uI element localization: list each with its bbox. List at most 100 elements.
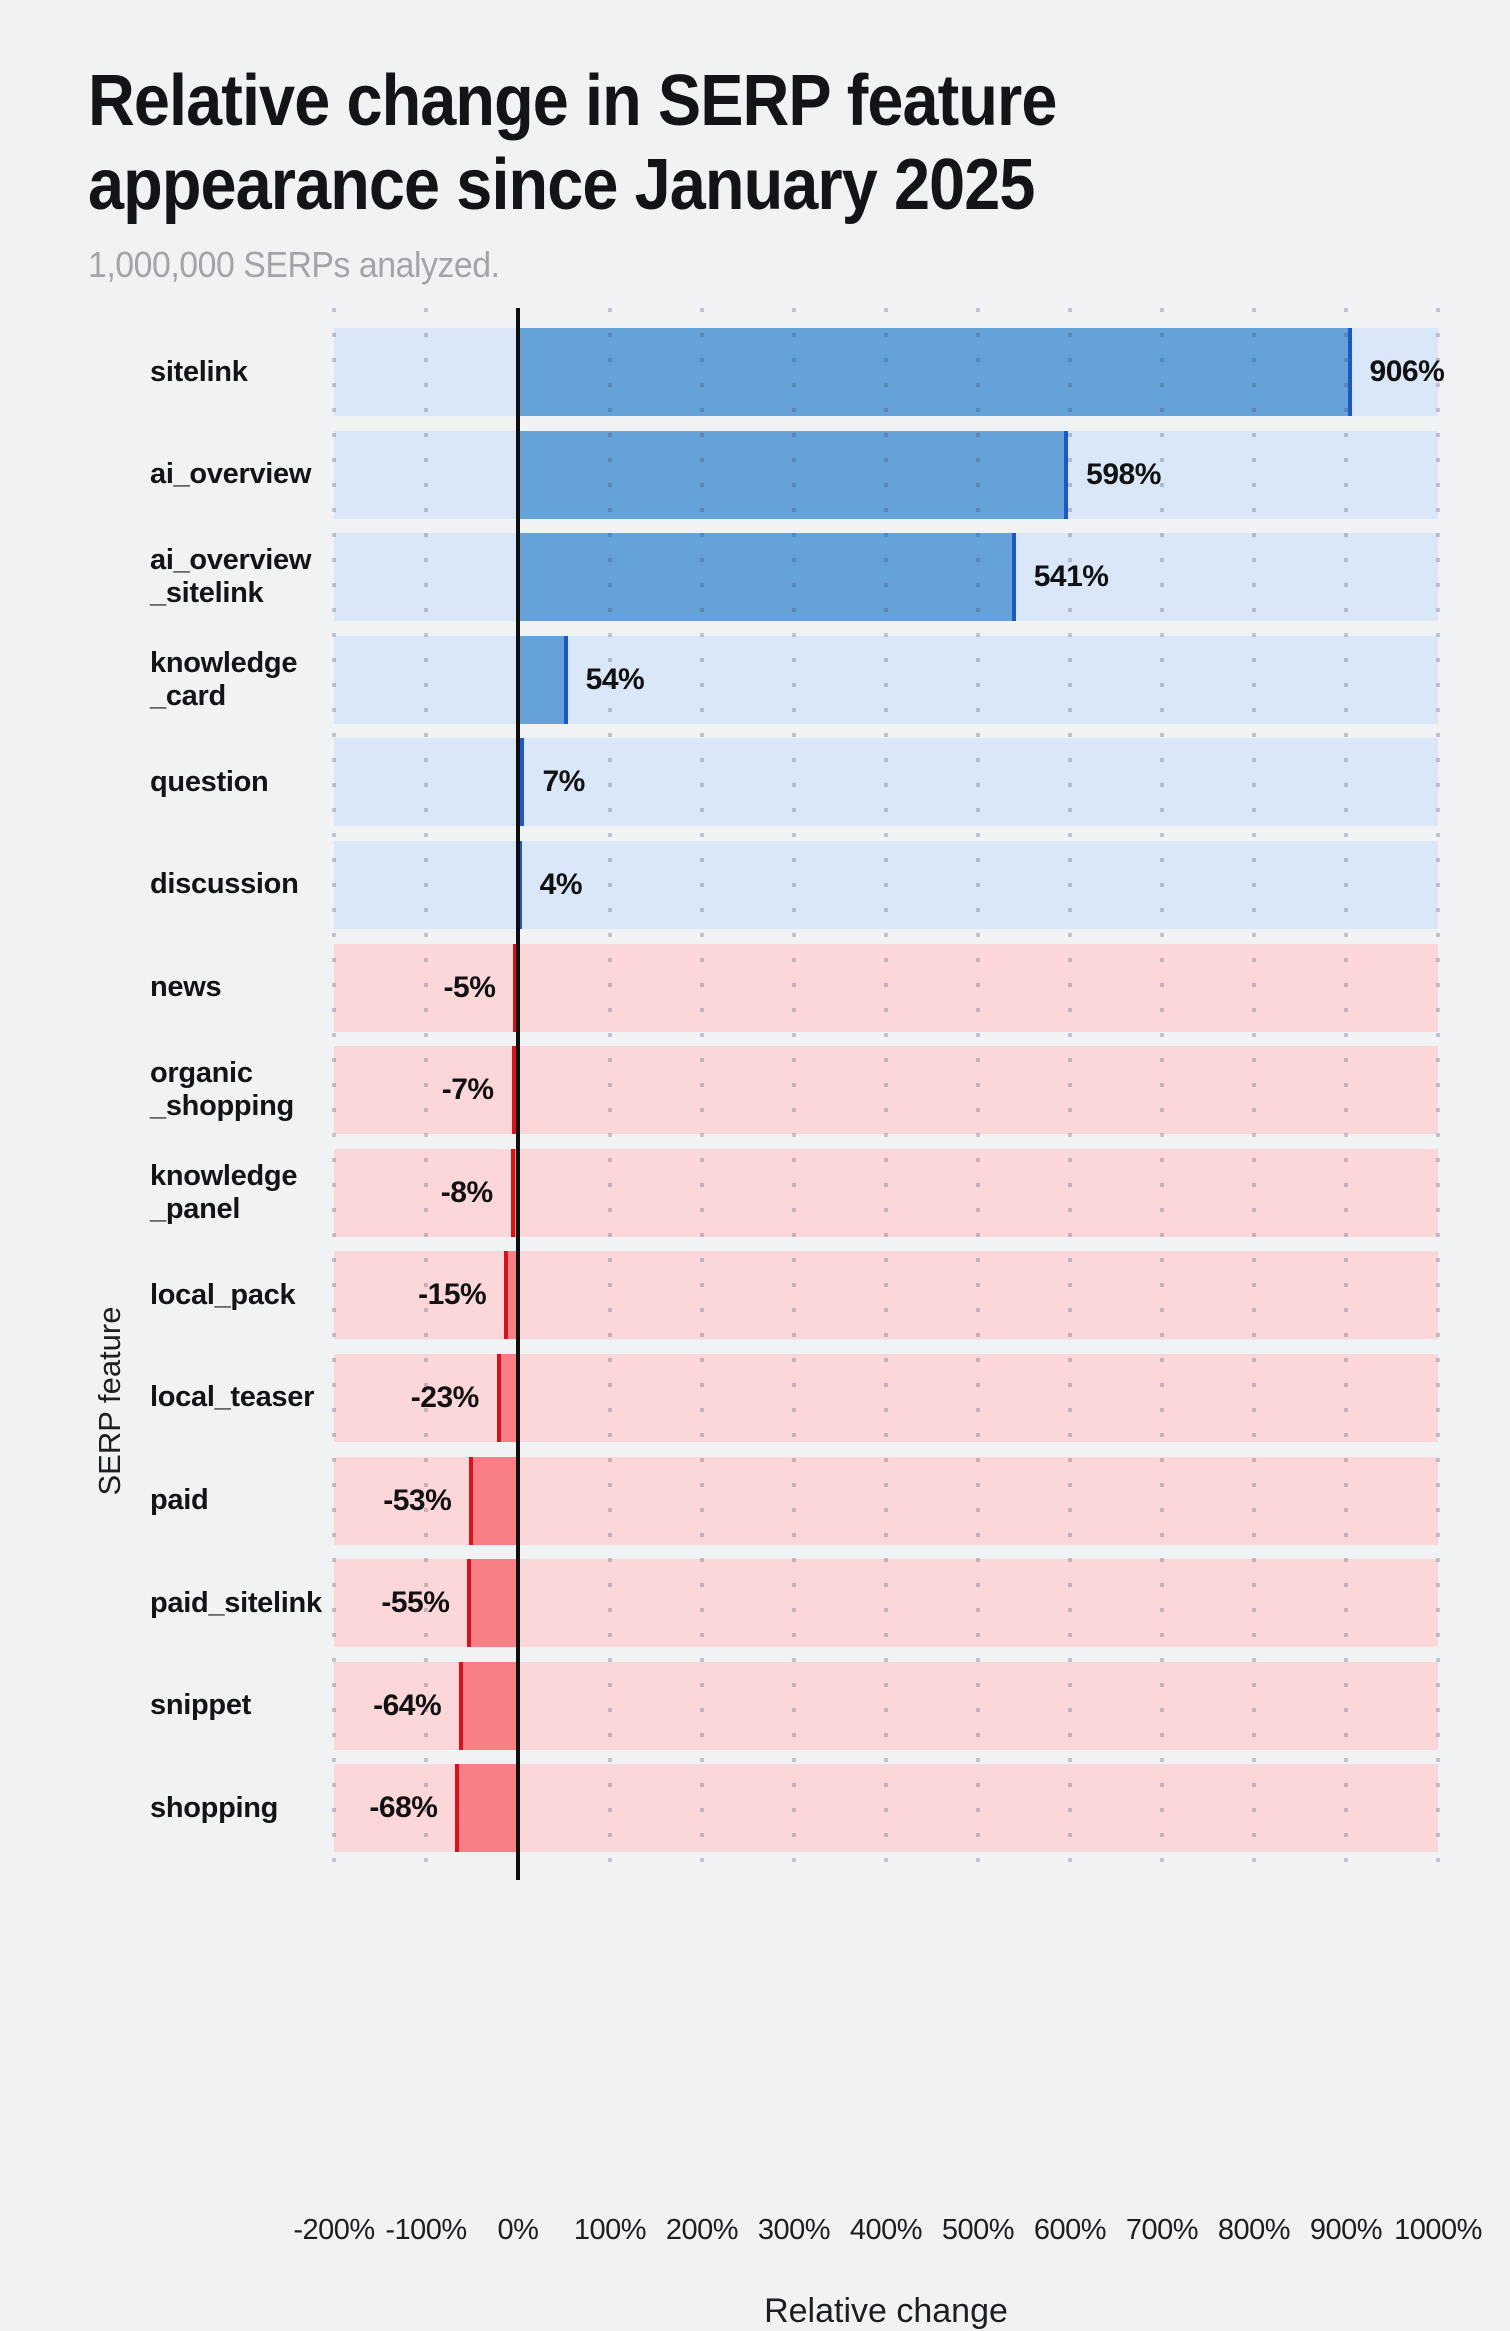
value-label: 598%: [1086, 457, 1161, 491]
value-label: -68%: [369, 1791, 438, 1825]
bar-row: 541%: [334, 533, 1438, 622]
category-label: news: [0, 944, 334, 1032]
page-subtitle: 1,000,000 SERPs analyzed.: [88, 244, 500, 285]
category-label: snippet: [0, 1662, 334, 1750]
category-label-line: local_pack: [150, 1278, 296, 1311]
value-label: 541%: [1033, 560, 1109, 594]
bar-rows: 906% 598% 541% 54% 7% 4% -5% -7% -8% -15% -23% -53%…: [334, 328, 1445, 1853]
x-tick-label: 800%: [1217, 2214, 1291, 2246]
value-label: -7%: [441, 1073, 494, 1107]
category-label-line: ai_overview: [150, 458, 312, 491]
bar: [518, 840, 522, 929]
category-label-line: ai_overview: [150, 544, 312, 577]
bar-row: 598%: [334, 430, 1438, 519]
bar-row: -15%: [334, 1251, 1438, 1340]
bar-row: -55%: [334, 1559, 1438, 1648]
bar: [513, 943, 518, 1032]
x-tick-label: 600%: [1033, 2214, 1107, 2246]
category-label-line: paid: [150, 1484, 209, 1517]
category-label-line: question: [150, 765, 269, 798]
category-label-line: news: [150, 971, 222, 1004]
category-label: knowledge _panel: [0, 1149, 334, 1237]
x-tick-label: 500%: [941, 2214, 1015, 2246]
value-label: -8%: [440, 1175, 493, 1209]
bar: [518, 738, 525, 827]
bar-row: 54%: [334, 635, 1438, 724]
x-tick-label: 200%: [665, 2214, 739, 2246]
bar-row: -23%: [334, 1353, 1438, 1442]
category-label: paid_sitelink: [0, 1559, 334, 1647]
category-label: organic _shopping: [0, 1046, 334, 1134]
value-label: -55%: [381, 1586, 450, 1620]
x-tick-label: 1000%: [1394, 2214, 1482, 2246]
category-label-line: _card: [150, 679, 226, 712]
category-label: discussion: [0, 841, 334, 929]
x-tick-label: 400%: [849, 2214, 923, 2246]
category-label-column: sitelink ai_overview ai_overview _sitelink k…: [0, 328, 334, 1852]
category-label-line: knowledge: [150, 646, 298, 679]
page-title: Relative change in SERP feature appearanc…: [88, 60, 1057, 227]
bar: [467, 1559, 518, 1648]
bar: [496, 1353, 518, 1442]
category-label: sitelink: [0, 328, 334, 416]
bar: [469, 1456, 518, 1545]
bar-row: 7%: [334, 738, 1438, 827]
value-label: 7%: [542, 765, 585, 799]
category-label-line: local_teaser: [150, 1381, 315, 1414]
bar-chart: SERP feature sitelink ai_overview ai_overv…: [0, 308, 1510, 2330]
x-tick-label: 300%: [757, 2214, 831, 2246]
page-title-line-1: Relative change in SERP feature: [88, 61, 1057, 141]
x-tick-label: 700%: [1125, 2214, 1199, 2246]
bar: [510, 1148, 518, 1237]
value-label: -5%: [443, 970, 496, 1004]
bar-row: -5%: [334, 943, 1438, 1032]
category-label-line: shopping: [150, 1791, 279, 1824]
category-label-line: sitelink: [150, 355, 248, 388]
value-label: 906%: [1369, 355, 1445, 388]
bar-row: -8%: [334, 1148, 1438, 1237]
category-label: shopping: [0, 1764, 334, 1852]
x-tick-label: -200%: [293, 2214, 375, 2246]
category-label: local_teaser: [0, 1354, 334, 1442]
category-label: ai_overview: [0, 431, 334, 519]
bar: [518, 328, 1352, 416]
bar-row: -68%: [334, 1764, 1438, 1853]
x-tick-label: 0%: [497, 2214, 539, 2246]
plot-area: 906% 598% 541% 54% 7% 4% -5% -7% -8% -15% -23% -53%…: [332, 308, 1445, 1880]
value-label: -15%: [418, 1278, 487, 1312]
x-tick-label: -100%: [385, 2214, 467, 2246]
category-label: local_pack: [0, 1251, 334, 1339]
bar-row: -53%: [334, 1456, 1438, 1545]
value-label: -64%: [373, 1688, 442, 1722]
value-label: -23%: [410, 1380, 480, 1414]
category-label-line: organic: [150, 1057, 253, 1090]
chart-page: { "title_lines": ["Relative change in SE…: [0, 60, 1510, 2330]
bar: [518, 430, 1069, 519]
bar: [518, 635, 568, 724]
x-axis-title: Relative change: [764, 2292, 1008, 2330]
value-label: 4%: [539, 867, 583, 901]
bar-row: 906%: [334, 328, 1445, 416]
bar: [504, 1251, 518, 1340]
category-label: paid: [0, 1457, 334, 1545]
category-label-line: _shopping: [150, 1090, 294, 1123]
bar-row: -7%: [334, 1046, 1438, 1135]
bar-row: 4%: [334, 840, 1438, 929]
x-axis-tick-labels: -200% -100% 0% 100% 200% 300% 400% 500% 600% 700%…: [293, 2214, 1482, 2258]
category-label-line: _sitelink: [150, 577, 264, 610]
category-label-line: _panel: [150, 1192, 241, 1225]
x-tick-label: 900%: [1309, 2214, 1383, 2246]
bar: [459, 1661, 518, 1750]
category-label: question: [0, 738, 334, 826]
category-label: ai_overview _sitelink: [0, 533, 334, 621]
bar-row: -64%: [334, 1661, 1438, 1750]
category-label-line: snippet: [150, 1689, 252, 1722]
bar: [518, 533, 1016, 622]
x-tick-label: 100%: [573, 2214, 647, 2246]
bar: [455, 1764, 518, 1853]
page-title-line-2: appearance since January 2025: [88, 144, 1035, 225]
category-label-line: paid_sitelink: [150, 1586, 322, 1619]
value-label: -53%: [383, 1483, 452, 1517]
bar: [511, 1046, 518, 1135]
category-label-line: knowledge: [150, 1159, 298, 1192]
